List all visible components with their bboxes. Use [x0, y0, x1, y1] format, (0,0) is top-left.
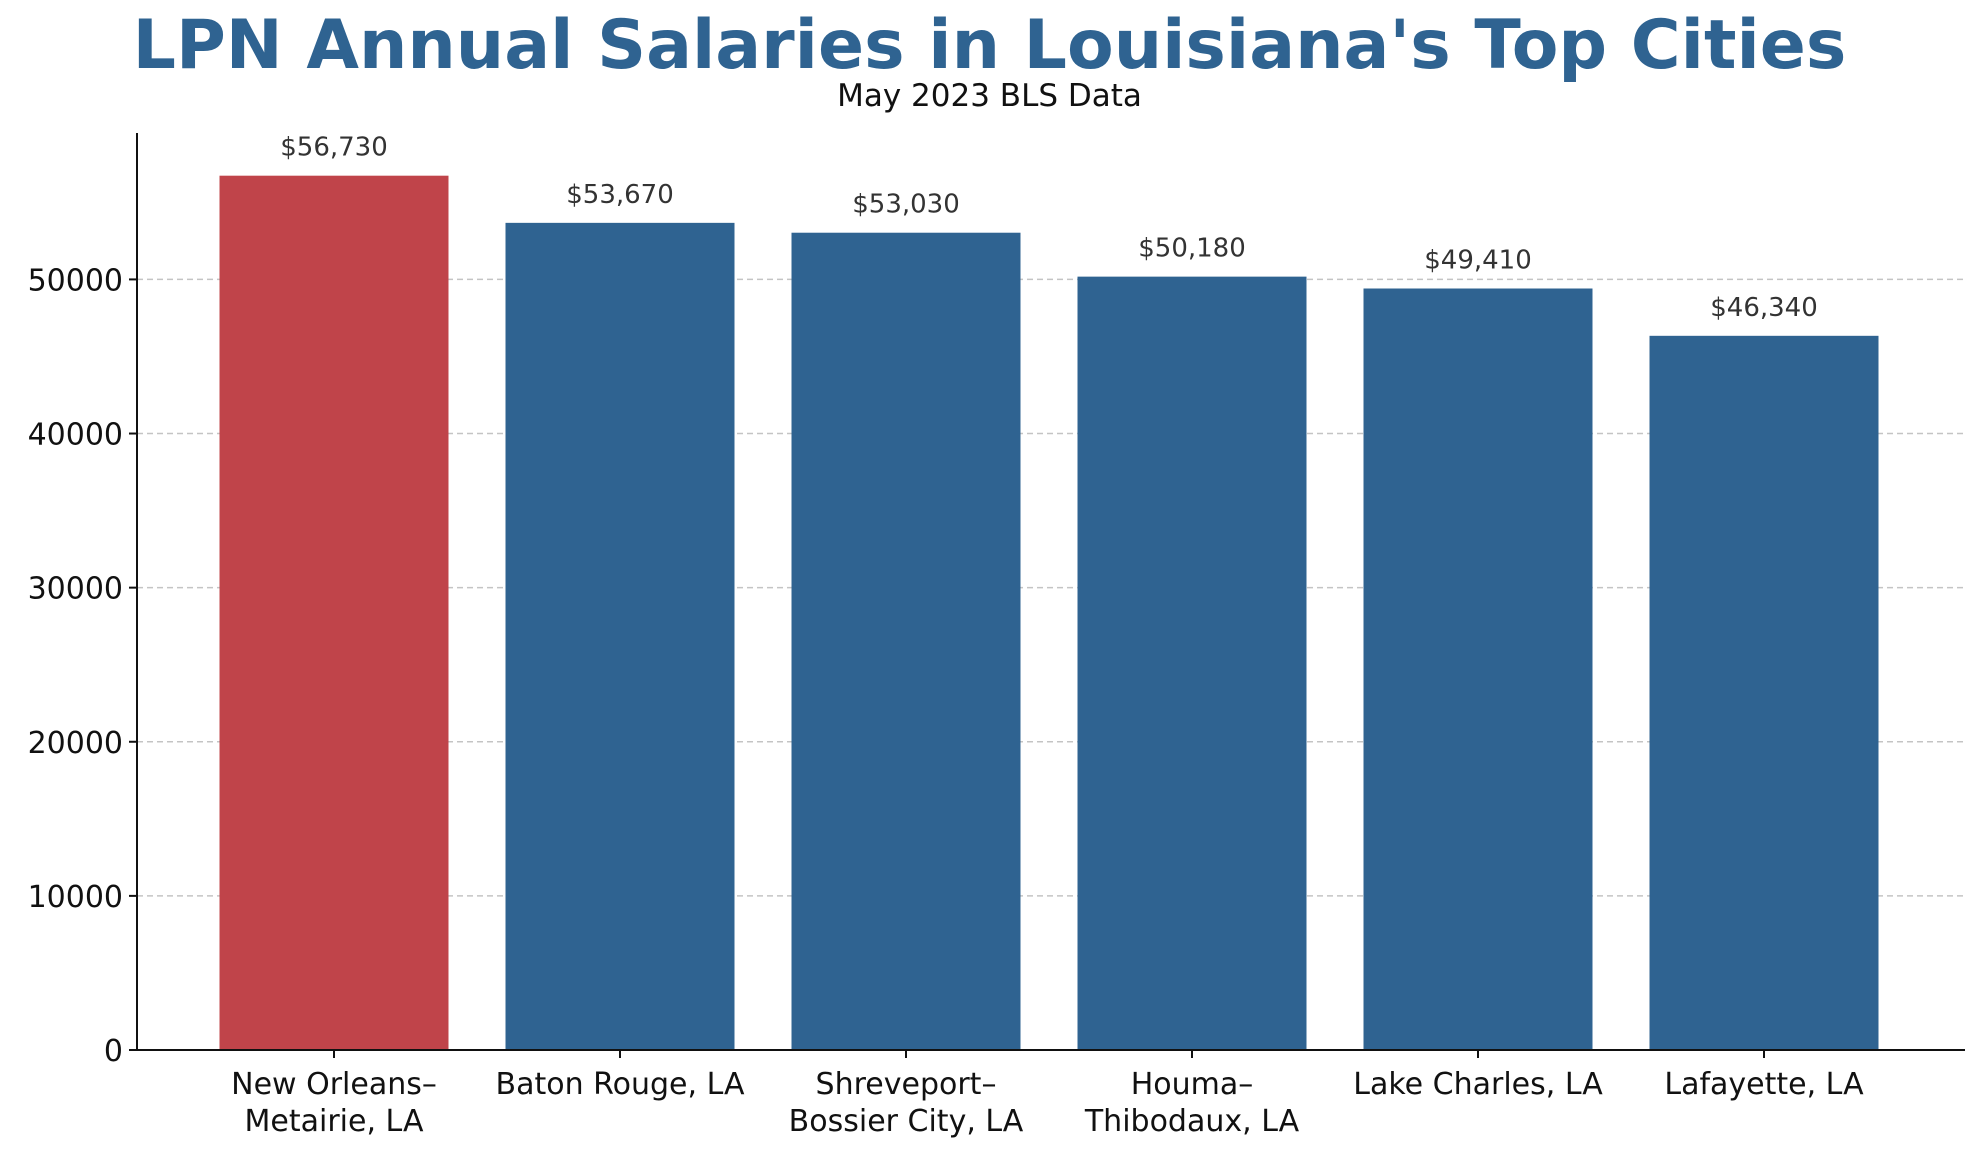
x-tick-label: Houma– Thibodaux, LA	[1084, 1067, 1300, 1139]
x-tick-label-line: Thibodaux, LA	[1084, 1104, 1300, 1139]
bar	[1649, 335, 1879, 1050]
y-tick-label: 10000	[28, 880, 123, 915]
bar	[219, 175, 449, 1051]
chart-title: LPN Annual Salaries in Louisiana's Top C…	[132, 6, 1847, 85]
bar-value-label: $46,340	[1710, 293, 1818, 323]
bar-value-label: $49,410	[1424, 246, 1532, 276]
labels: 0 10000 20000 30000 40000 50000 $56,730 New Orl…	[28, 133, 1865, 1139]
y-tick-label: 0	[104, 1034, 123, 1069]
bar-value-label: $56,730	[280, 133, 388, 163]
x-tick-label-line: Shreveport–	[816, 1067, 997, 1102]
x-tick-label-line: Metairie, LA	[245, 1104, 424, 1139]
y-tick-label: 40000	[28, 418, 123, 453]
y-tick-label: 30000	[28, 572, 123, 607]
bar-value-label: $50,180	[1138, 234, 1246, 264]
axes	[129, 133, 1965, 1058]
bar	[1077, 276, 1307, 1050]
x-tick-label-line: Bossier City, LA	[789, 1104, 1024, 1139]
x-tick-label-line: Baton Rouge, LA	[496, 1067, 745, 1102]
bar-value-label: $53,670	[566, 180, 674, 210]
x-tick-label-line: New Orleans–	[231, 1067, 437, 1102]
x-tick-label: Baton Rouge, LA	[496, 1067, 745, 1102]
bar	[505, 222, 735, 1050]
bar-value-label: $53,030	[852, 190, 960, 220]
bar	[791, 232, 1021, 1050]
y-tick-label: 20000	[28, 726, 123, 761]
bar	[1363, 288, 1593, 1050]
x-tick-label: Shreveport– Bossier City, LA	[789, 1067, 1024, 1139]
y-tick-label: 50000	[28, 263, 123, 298]
chart-subtitle: May 2023 BLS Data	[837, 78, 1142, 114]
x-tick-label-line: Lafayette, LA	[1664, 1067, 1864, 1102]
x-tick-label: Lake Charles, LA	[1353, 1067, 1603, 1102]
x-tick-label-line: Houma–	[1131, 1067, 1254, 1102]
x-tick-label-line: Lake Charles, LA	[1353, 1067, 1603, 1102]
bars	[219, 175, 1879, 1051]
x-tick-label: New Orleans– Metairie, LA	[231, 1067, 437, 1139]
x-tick-label: Lafayette, LA	[1664, 1067, 1864, 1102]
